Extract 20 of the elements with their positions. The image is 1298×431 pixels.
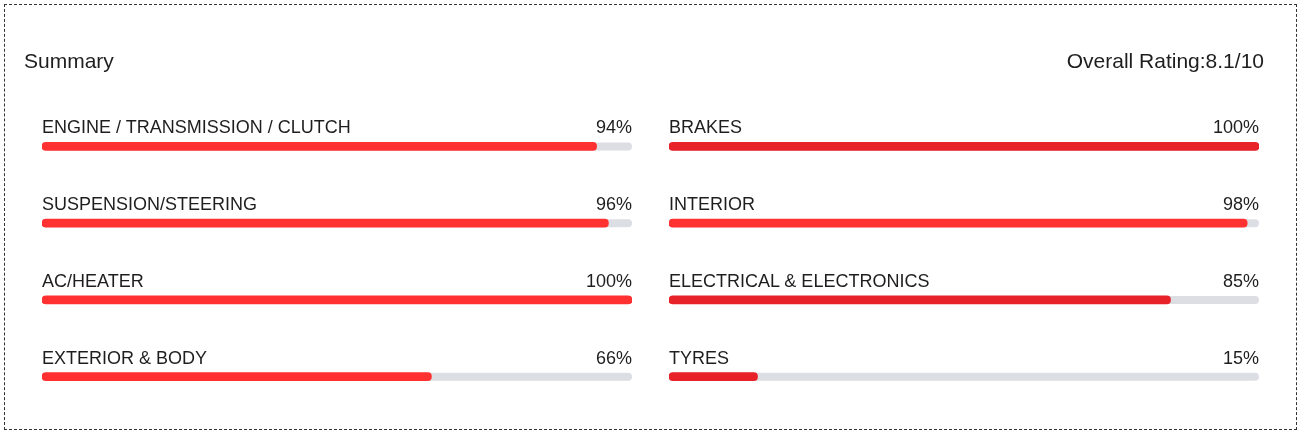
y-tick-label: ENGINE / TRANSMISSION / CLUTCH [42, 117, 351, 138]
data-label: 66% [595, 347, 632, 368]
text: Overall Rating:8.1/10 [1066, 49, 1264, 73]
y-tick-label: TYRES [669, 347, 730, 368]
y-tick-label: AC/HEATER [42, 270, 144, 291]
y-tick-label: INTERIOR [669, 194, 756, 215]
y-tick-label: SUSPENSION/STEERING [42, 194, 258, 215]
y-tick-label: BRAKES [669, 117, 743, 138]
bar [669, 372, 758, 381]
data-label: 100% [585, 270, 632, 291]
chart-title: Summary [24, 49, 114, 73]
y-tick-label: ELECTRICAL & ELECTRONICS [669, 270, 930, 291]
data-label: 98% [1222, 194, 1259, 215]
data-label: 85% [1222, 270, 1259, 291]
bar [669, 218, 1248, 228]
y-tick-label: EXTERIOR & BODY [42, 347, 208, 368]
data-label: 15% [1222, 347, 1259, 368]
data-label: 100% [1212, 117, 1259, 138]
data-label: 94% [595, 117, 632, 138]
data-label: 96% [595, 194, 632, 215]
